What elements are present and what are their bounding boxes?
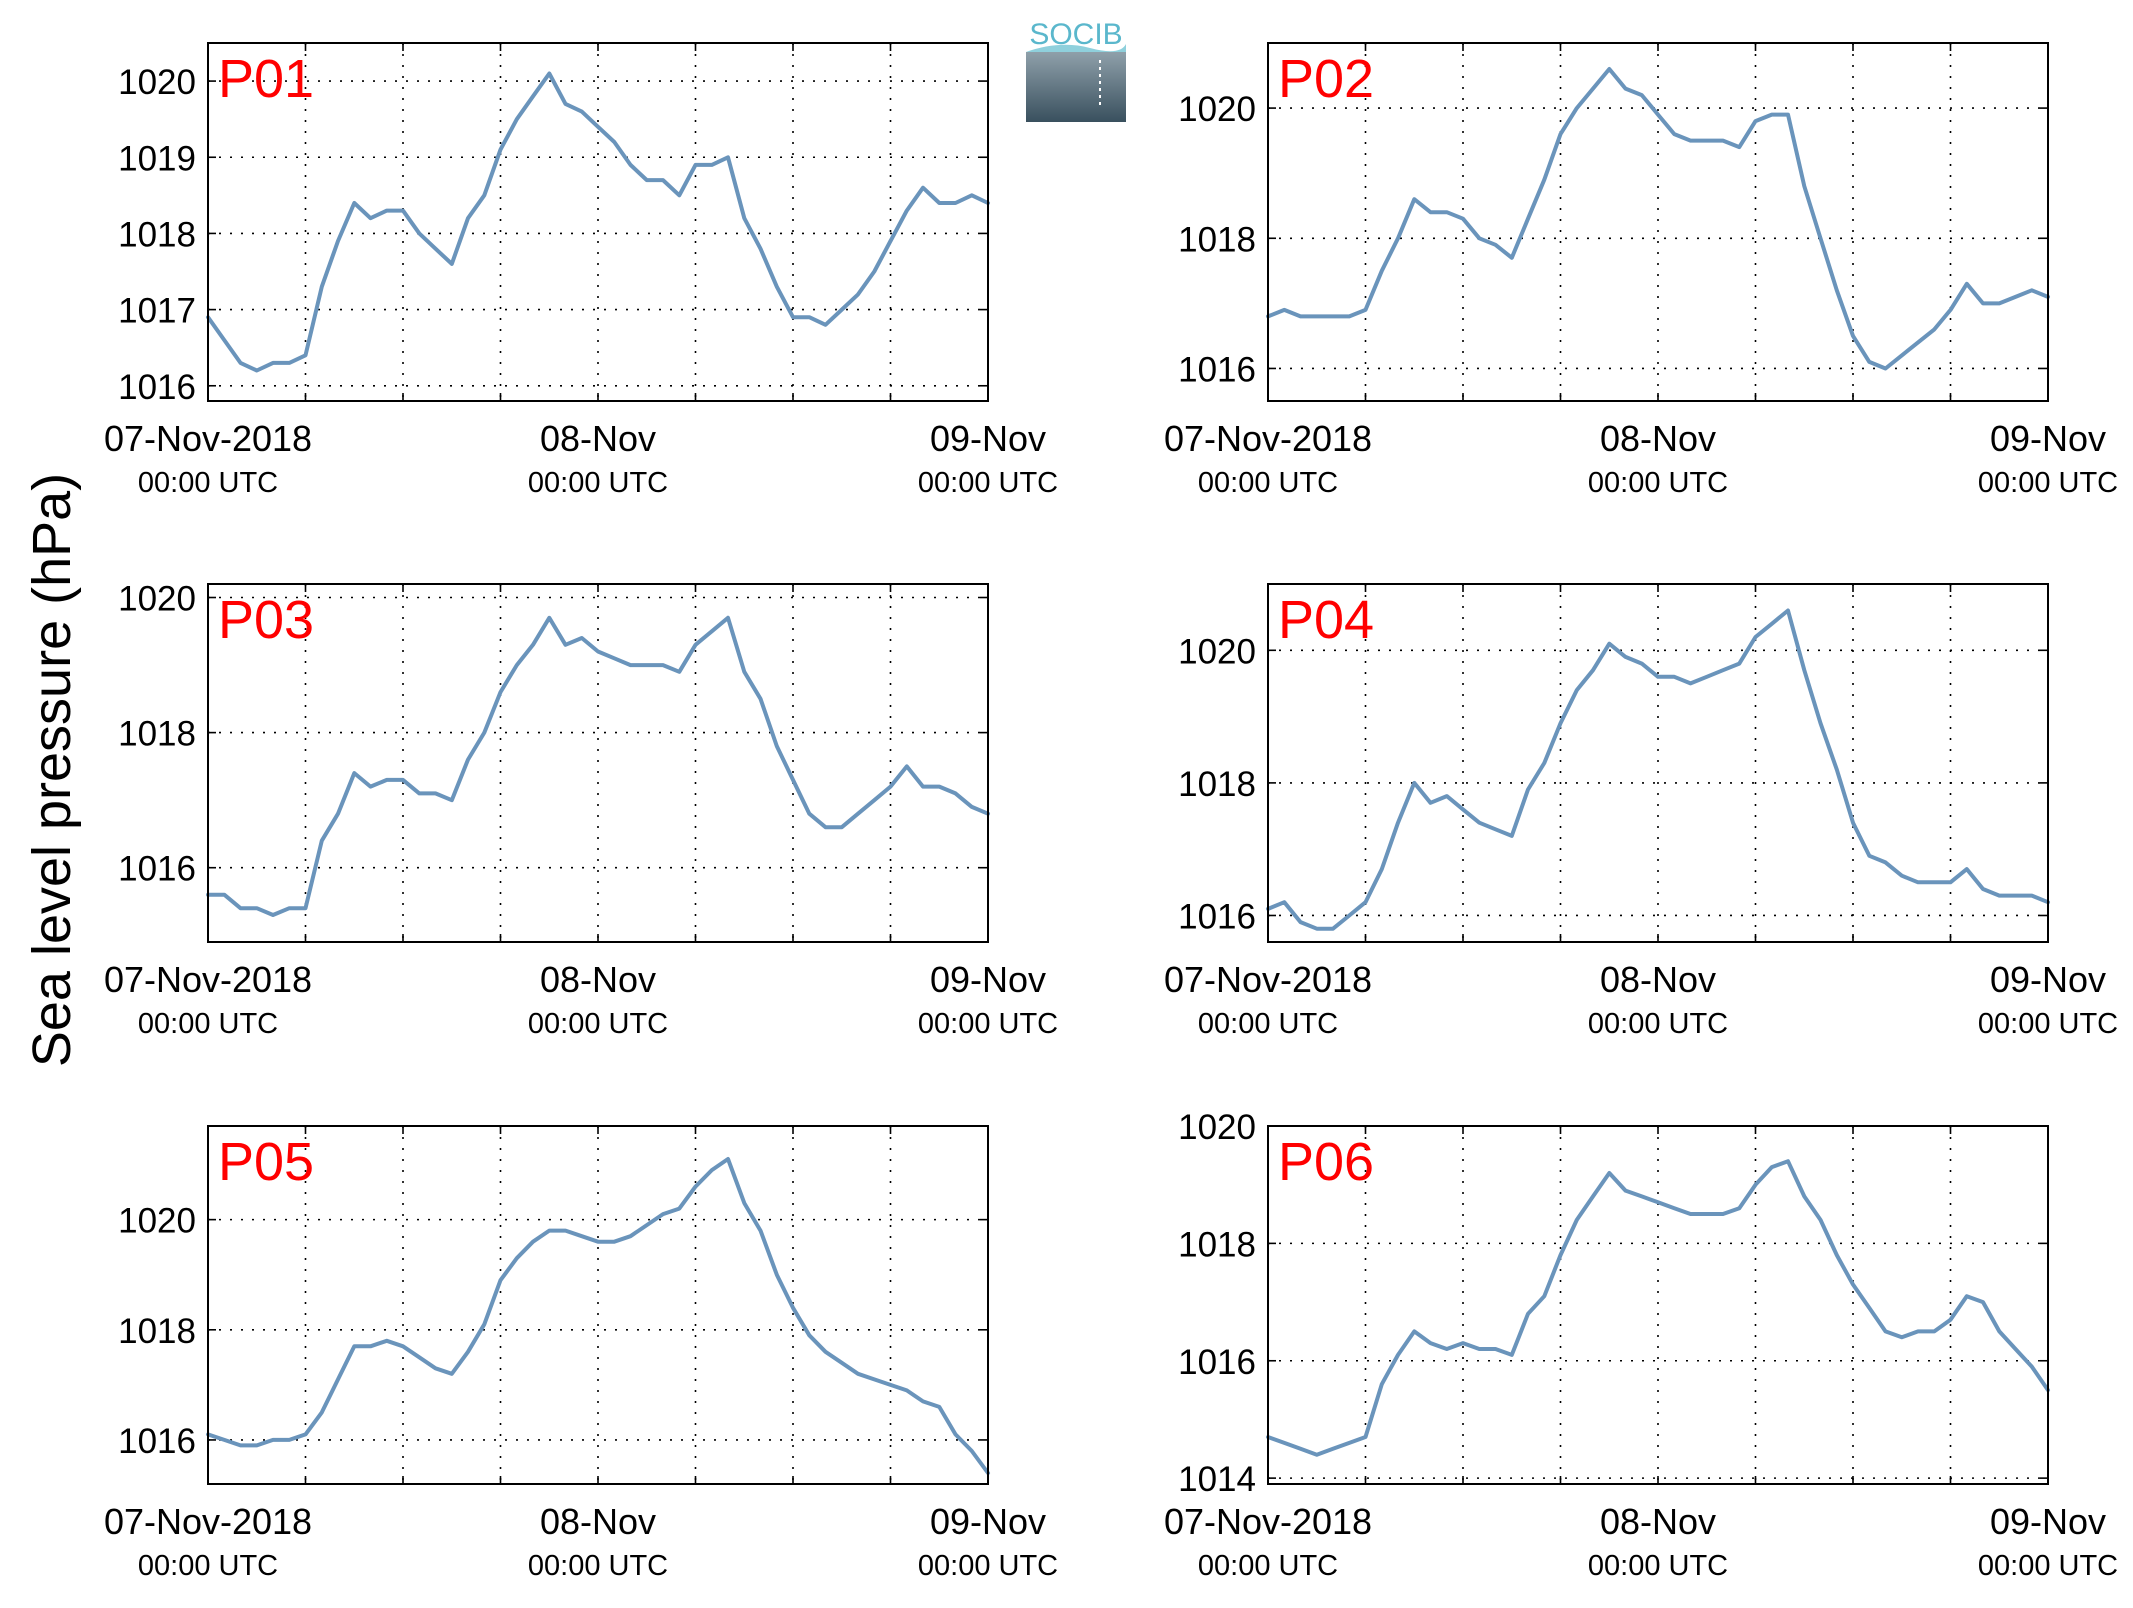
plot-area <box>208 584 988 942</box>
x-tick-label-date: 09-Nov <box>930 959 1046 1000</box>
series-line-p04 <box>1266 608 2050 931</box>
x-tick-label-time: 00:00 UTC <box>1198 1008 1338 1040</box>
panel-label: P04 <box>1278 590 1374 650</box>
axes-frame <box>207 583 989 943</box>
x-tick-label-time: 00:00 UTC <box>528 1550 668 1582</box>
x-tick-label-date: 09-Nov <box>1990 1501 2106 1542</box>
y-tick-label: 1016 <box>118 368 196 407</box>
x-tick-label-date: 07-Nov-2018 <box>1164 959 1372 1000</box>
y-tick-label: 1014 <box>1178 1460 1256 1499</box>
x-tick-label-time: 00:00 UTC <box>1588 467 1728 499</box>
x-tick-label-time: 00:00 UTC <box>138 1008 278 1040</box>
y-tick-label: 1019 <box>118 139 196 178</box>
y-tick-label: 1017 <box>118 292 196 331</box>
panel-p06: 1014 1016 1018 1020 07-Nov-2018 00:00 UTC 08-N… <box>1164 1108 2118 1582</box>
y-tick-label: 1016 <box>118 1422 196 1461</box>
x-tick-label-date: 08-Nov <box>540 959 656 1000</box>
socib-logo-text: SOCIB <box>1029 18 1122 51</box>
x-tick-label-date: 08-Nov <box>1600 1501 1716 1542</box>
x-tick-label-time: 00:00 UTC <box>918 1008 1058 1040</box>
plot-area <box>208 1126 988 1484</box>
x-tick-label-date: 08-Nov <box>540 1501 656 1542</box>
axes-frame <box>207 1125 989 1485</box>
y-tick-label: 1016 <box>1178 897 1256 936</box>
series-line-p06 <box>1266 1159 2050 1457</box>
x-tick-label-time: 00:00 UTC <box>1978 1550 2118 1582</box>
y-tick-label: 1018 <box>1178 220 1256 259</box>
x-tick-label-time: 00:00 UTC <box>528 1008 668 1040</box>
axes-frame <box>1267 583 2049 943</box>
panel-label: P06 <box>1278 1132 1374 1192</box>
x-tick-label-time: 00:00 UTC <box>528 467 668 499</box>
x-tick-label-time: 00:00 UTC <box>1198 467 1338 499</box>
axes-frame <box>1267 1125 2049 1485</box>
y-axis-title: Sea level pressure (hPa) <box>22 473 82 1067</box>
y-tick-label: 1016 <box>1178 1343 1256 1382</box>
x-tick-label-time: 00:00 UTC <box>1978 467 2118 499</box>
x-tick-label-time: 00:00 UTC <box>1198 1550 1338 1582</box>
plot-area <box>1268 584 2048 942</box>
x-tick-label-date: 07-Nov-2018 <box>104 418 312 459</box>
x-tick-label-time: 00:00 UTC <box>918 467 1058 499</box>
x-tick-label-time: 00:00 UTC <box>138 467 278 499</box>
y-tick-label: 1020 <box>118 63 196 102</box>
panel-p01: 1016 1017 1018 1019 1020 07-Nov-2018 00:00 UTC… <box>104 42 1058 499</box>
y-tick-label: 1016 <box>1178 350 1256 389</box>
x-tick-label-date: 09-Nov <box>1990 418 2106 459</box>
panel-p02: 1016 1018 1020 07-Nov-2018 00:00 UTC 08-Nov 00… <box>1164 42 2118 499</box>
x-tick-label-time: 00:00 UTC <box>1588 1008 1728 1040</box>
x-tick-label-time: 00:00 UTC <box>138 1550 278 1582</box>
panel-p03: 1016 1018 1020 07-Nov-2018 00:00 UTC 08-Nov 00… <box>104 580 1058 1040</box>
y-tick-label: 1018 <box>118 715 196 754</box>
x-tick-label-date: 09-Nov <box>930 1501 1046 1542</box>
y-tick-label: 1020 <box>1178 632 1256 671</box>
x-tick-label-date: 09-Nov <box>1990 959 2106 1000</box>
panel-label: P05 <box>218 1132 314 1192</box>
series-line-p01 <box>206 71 990 373</box>
panel-p05: 1016 1018 1020 07-Nov-2018 00:00 UTC 08-Nov 00… <box>104 1125 1058 1582</box>
panel-label: P02 <box>1278 49 1374 109</box>
x-tick-label-date: 07-Nov-2018 <box>1164 1501 1372 1542</box>
panel-p04: 1016 1018 1020 07-Nov-2018 00:00 UTC 08-Nov 00… <box>1164 583 2118 1040</box>
y-tick-label: 1020 <box>118 1202 196 1241</box>
x-tick-label-time: 00:00 UTC <box>918 1550 1058 1582</box>
x-tick-label-date: 09-Nov <box>930 418 1046 459</box>
x-tick-label-date: 07-Nov-2018 <box>104 1501 312 1542</box>
plot-area <box>1268 1126 2048 1484</box>
y-tick-label: 1018 <box>1178 765 1256 804</box>
y-tick-label: 1020 <box>1178 90 1256 129</box>
panels-group: 1016 1017 1018 1019 1020 07-Nov-2018 00:00 UTC… <box>104 42 2118 1582</box>
y-tick-label: 1018 <box>118 1312 196 1351</box>
socib-logo: SOCIB <box>1026 18 1126 122</box>
plot-area <box>1268 43 2048 401</box>
x-tick-label-date: 08-Nov <box>540 418 656 459</box>
axes-frame <box>207 42 989 402</box>
x-tick-label-date: 08-Nov <box>1600 418 1716 459</box>
panel-label: P01 <box>218 49 314 109</box>
x-tick-label-date: 07-Nov-2018 <box>1164 418 1372 459</box>
y-tick-label: 1018 <box>118 215 196 254</box>
y-tick-label: 1020 <box>1178 1108 1256 1147</box>
series-line-p03 <box>206 615 990 917</box>
series-line-p05 <box>206 1157 990 1475</box>
x-tick-label-time: 00:00 UTC <box>1588 1550 1728 1582</box>
series-line-p02 <box>1266 67 2050 371</box>
y-tick-label: 1018 <box>1178 1225 1256 1264</box>
plot-area <box>208 43 988 401</box>
x-tick-label-date: 08-Nov <box>1600 959 1716 1000</box>
x-tick-label-time: 00:00 UTC <box>1978 1008 2118 1040</box>
y-tick-label: 1016 <box>118 850 196 889</box>
panel-label: P03 <box>218 590 314 650</box>
y-tick-label: 1020 <box>118 580 196 619</box>
x-tick-label-date: 07-Nov-2018 <box>104 959 312 1000</box>
axes-frame <box>1267 42 2049 402</box>
